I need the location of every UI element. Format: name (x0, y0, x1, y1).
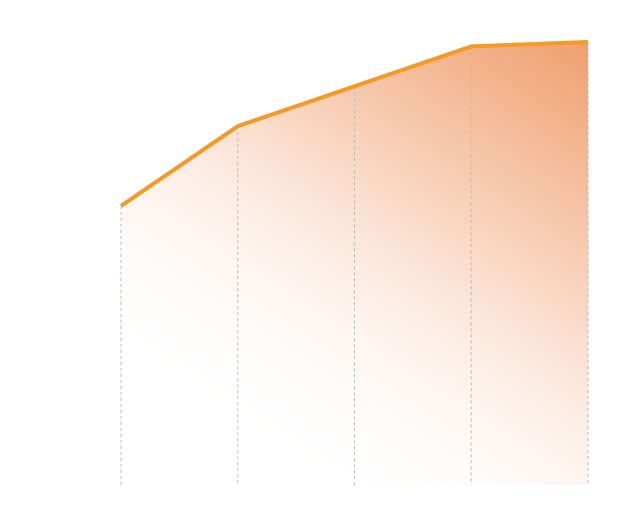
line (119, 40, 589, 208)
